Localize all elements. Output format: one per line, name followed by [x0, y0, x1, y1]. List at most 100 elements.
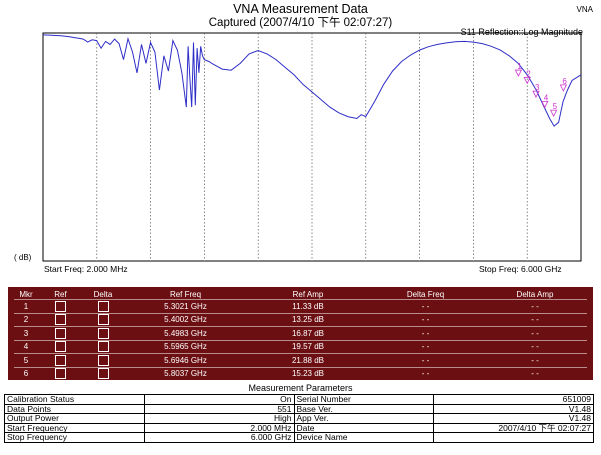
- ref-amp-value: 13.25 dB: [248, 312, 368, 327]
- marker-id: 4: [14, 339, 38, 354]
- col-header-delta: Delta: [93, 289, 113, 299]
- delta-freq-value: - -: [368, 326, 483, 340]
- param-row: Start Frequency 2.000 MHz Date 2007/4/10 下午…: [4, 422, 594, 433]
- marker-triangle: [514, 69, 523, 77]
- ref-freq-value: 5.4002 GHz: [123, 312, 248, 327]
- marker-id: 1: [14, 299, 38, 313]
- delta-checkbox[interactable]: [83, 353, 123, 367]
- delta-checkbox[interactable]: [83, 326, 123, 340]
- ref-checkbox[interactable]: [38, 366, 83, 380]
- col-header-delta-freq: Delta Freq: [406, 289, 445, 299]
- ref-checkbox[interactable]: [38, 339, 83, 354]
- param-label: Output Power: [4, 413, 145, 424]
- marker-triangle: [532, 90, 540, 99]
- delta-freq-value: - -: [368, 366, 483, 380]
- ref-checkbox[interactable]: [38, 353, 83, 367]
- marker-id: 2: [14, 312, 38, 327]
- delta-amp-value: - -: [483, 339, 587, 354]
- col-header-delta-amp: Delta Amp: [516, 289, 554, 299]
- marker-triangle: [541, 100, 549, 109]
- marker-row: 3 5.4983 GHz 16.87 dB - -- -: [14, 326, 587, 340]
- param-value: [433, 432, 594, 443]
- ref-checkbox[interactable]: [38, 326, 83, 340]
- delta-freq-value: - -: [368, 312, 483, 327]
- marker-label: 4: [544, 93, 549, 102]
- marker-id: 5: [14, 353, 38, 367]
- delta-amp-value: - -: [483, 353, 587, 367]
- param-label: Stop Frequency: [4, 432, 145, 443]
- marker-triangle: [549, 109, 558, 118]
- marker-row: 2 5.4002 GHz 13.25 dB - -- -: [14, 312, 587, 327]
- marker-table-header: Mkr Ref Delta Ref Freq Ref Amp Delta Fre…: [14, 289, 587, 300]
- ref-amp-value: 19.57 dB: [248, 339, 368, 354]
- delta-amp-value: - -: [483, 299, 587, 313]
- marker-table-panel: Mkr Ref Delta Ref Freq Ref Amp Delta Fre…: [8, 287, 593, 380]
- ref-checkbox[interactable]: [38, 312, 83, 327]
- marker-label: 1: [517, 62, 522, 71]
- trace-label: S11 Reflection::Log Magnitude: [460, 27, 583, 37]
- col-header-ref: Ref: [54, 289, 67, 299]
- marker-label: 5: [553, 102, 558, 111]
- grid-lines: [96, 33, 528, 261]
- ref-amp-value: 16.87 dB: [248, 326, 368, 340]
- param-value: On: [143, 394, 295, 405]
- ref-freq-value: 5.4983 GHz: [123, 326, 248, 340]
- col-header-mkr: Mkr: [19, 289, 33, 299]
- marker-label: 6: [562, 77, 567, 86]
- ref-freq-value: 5.5965 GHz: [123, 339, 248, 354]
- marker-id: 6: [14, 366, 38, 380]
- delta-checkbox[interactable]: [83, 366, 123, 380]
- marker-label: 2: [526, 69, 531, 78]
- delta-amp-value: - -: [483, 326, 587, 340]
- ref-checkbox[interactable]: [38, 299, 83, 313]
- param-value: High: [143, 413, 295, 424]
- col-header-ref-freq: Ref Freq: [169, 289, 202, 299]
- delta-checkbox[interactable]: [83, 312, 123, 327]
- param-row: Stop Frequency 6.000 GHz Device Name: [4, 432, 594, 443]
- params-title: Measurement Parameters: [248, 383, 353, 393]
- col-header-ref-amp: Ref Amp: [292, 289, 324, 299]
- param-value: 651009: [433, 394, 594, 405]
- ref-amp-value: 21.88 dB: [248, 353, 368, 367]
- ref-freq-value: 5.3021 GHz: [123, 299, 248, 313]
- stop-freq-label: Stop Freq: 6.000 GHz: [479, 264, 562, 274]
- param-label: Device Name: [293, 432, 435, 443]
- params-table: Calibration Status On Serial Number 651009 D…: [4, 394, 594, 443]
- delta-checkbox[interactable]: [83, 339, 123, 354]
- marker-triangle: [559, 84, 568, 92]
- marker-row: 5 5.6946 GHz 21.88 dB - -- -: [14, 353, 587, 367]
- delta-freq-value: - -: [368, 299, 483, 313]
- marker-triangle: [523, 76, 531, 85]
- delta-checkbox[interactable]: [83, 299, 123, 313]
- page-title: VNA Measurement Data: [233, 2, 368, 16]
- marker-row: 6 5.8037 GHz 15.23 dB - -- -: [14, 366, 587, 380]
- delta-amp-value: - -: [483, 366, 587, 380]
- start-freq-label: Start Freq: 2.000 MHz: [44, 264, 128, 274]
- delta-freq-value: - -: [368, 353, 483, 367]
- s11-trace-line: [42, 34, 582, 127]
- ref-freq-value: 5.8037 GHz: [123, 366, 248, 380]
- param-value: 551: [143, 403, 295, 414]
- delta-freq-value: - -: [368, 339, 483, 354]
- param-label: Serial Number: [293, 394, 435, 405]
- param-value: V1.48: [433, 413, 594, 424]
- param-label: App Ver.: [293, 413, 435, 424]
- capture-subtitle: Captured (2007/4/10 下午 02:07:27): [208, 17, 393, 29]
- param-value: 2007/4/10 下午 02:07:27: [433, 422, 594, 433]
- ref-freq-value: 5.6946 GHz: [123, 353, 248, 367]
- ref-amp-value: 15.23 dB: [248, 366, 368, 380]
- brand-label: VNA: [576, 5, 593, 14]
- marker-row: 4 5.5965 GHz 19.57 dB - -- -: [14, 339, 587, 354]
- param-row: Calibration Status On Serial Number 651009: [4, 394, 594, 405]
- marker-table: Mkr Ref Delta Ref Freq Ref Amp Delta Fre…: [14, 289, 587, 380]
- param-value: 6.000 GHz: [143, 432, 295, 443]
- param-row: Output Power High App Ver. V1.48: [4, 413, 594, 424]
- delta-amp-value: - -: [483, 312, 587, 327]
- marker-label: 3: [535, 83, 540, 92]
- y-axis-label: ( dB): [14, 253, 32, 262]
- ref-amp-value: 11.33 dB: [248, 299, 368, 313]
- marker-row: 1 5.3021 GHz 11.33 dB - -- -: [14, 299, 587, 313]
- marker-id: 3: [14, 326, 38, 340]
